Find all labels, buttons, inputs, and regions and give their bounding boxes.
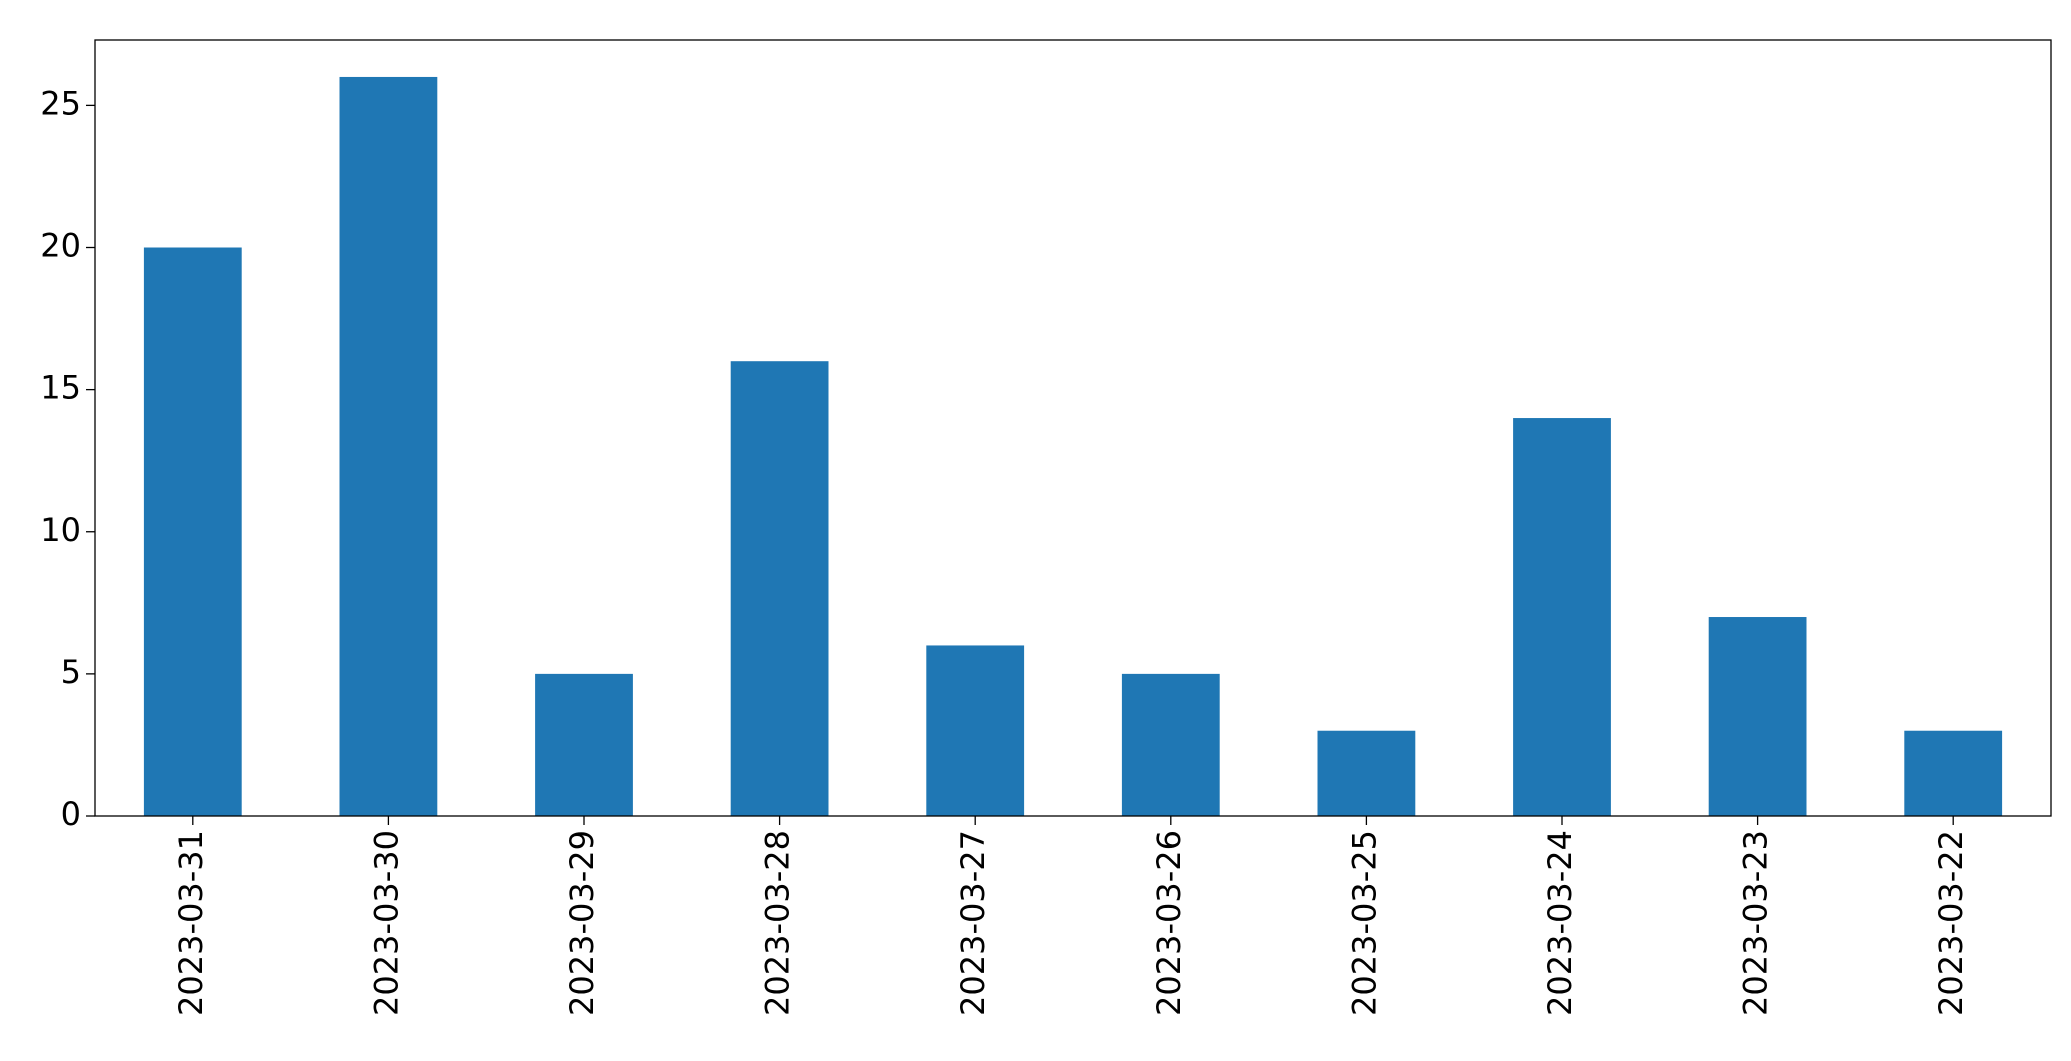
bar (1904, 730, 2003, 816)
y-tick-label: 20 (40, 227, 81, 265)
y-tick-label: 0 (61, 795, 81, 833)
plot-frame (94, 39, 2052, 817)
x-tick-label: 2023-03-28 (759, 830, 797, 1016)
x-tick-label: 2023-03-31 (172, 830, 210, 1016)
bar (1513, 418, 1611, 816)
x-tick-label: 2023-03-25 (1345, 830, 1383, 1016)
bar (730, 361, 829, 816)
x-tick-label: 2023-03-23 (1737, 830, 1775, 1016)
x-tick-label: 2023-03-30 (367, 830, 405, 1016)
y-tick-label: 25 (40, 84, 81, 122)
bar (926, 645, 1025, 816)
y-tick-label: 5 (61, 653, 81, 691)
x-tick-label: 2023-03-27 (954, 830, 992, 1016)
x-tick-label: 2023-03-22 (1932, 830, 1970, 1016)
bar (1121, 673, 1220, 816)
bar (535, 673, 633, 816)
y-tick-label: 10 (40, 511, 81, 549)
bar (143, 247, 242, 816)
x-tick-label: 2023-03-29 (563, 830, 601, 1016)
x-tick-label: 2023-03-24 (1541, 830, 1579, 1016)
y-tick-label: 15 (40, 369, 81, 407)
x-tick-label: 2023-03-26 (1150, 830, 1188, 1016)
bar (339, 76, 438, 816)
bar (1708, 617, 1807, 816)
bar (1317, 730, 1416, 816)
